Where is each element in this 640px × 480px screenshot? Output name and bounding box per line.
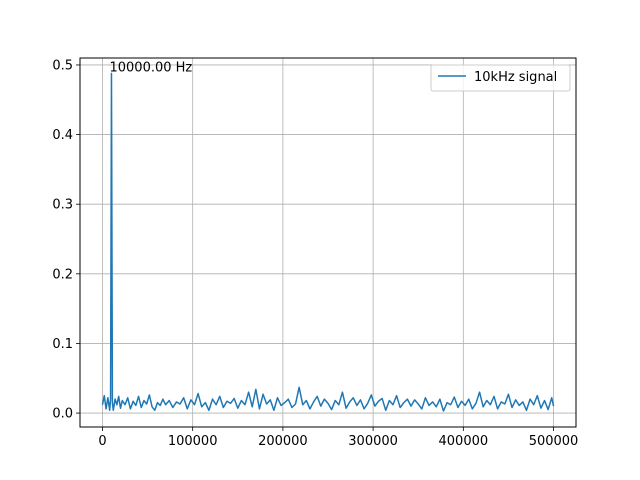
tick-layer: 0 100000 200000 300000 400000 500000 0.0 0.1 0.2…: [52, 58, 578, 449]
peak-annotation: 10000.00 Hz: [109, 60, 192, 75]
y-tick-label: 0.5: [52, 58, 73, 73]
legend: 10kHz signal: [430, 64, 571, 92]
annotation-layer: 10000.00 Hz: [109, 60, 192, 75]
x-tick-label: 300000: [348, 434, 398, 449]
y-tick-label: 0.2: [52, 267, 73, 282]
x-tick-label: 500000: [529, 434, 579, 449]
series-layer: [101, 72, 555, 412]
x-tick-label: 200000: [258, 434, 308, 449]
x-tick-label: 400000: [439, 434, 489, 449]
legend-box: [430, 64, 571, 92]
y-tick-label: 0.1: [52, 337, 73, 352]
grid: [80, 58, 576, 427]
y-tick-label: 0.3: [52, 198, 73, 213]
x-tick-label: 0: [98, 434, 106, 449]
legend-label: 10kHz signal: [474, 70, 557, 85]
axes-frame: [79, 57, 577, 428]
series-line: [101, 72, 555, 412]
x-tick-label: 100000: [168, 434, 218, 449]
y-tick-label: 0.0: [52, 407, 73, 422]
y-tick-label: 0.4: [52, 128, 73, 143]
